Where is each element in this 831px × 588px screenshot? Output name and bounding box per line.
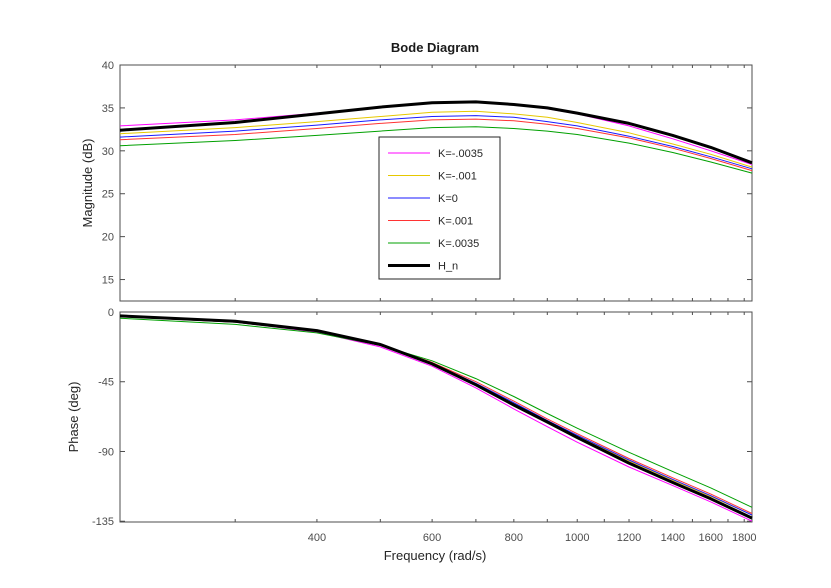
x-tick-label: 1800	[732, 532, 756, 544]
series-line-magnitude	[119, 115, 753, 170]
phase-axes-box	[119, 311, 753, 523]
y-tick-label: 25	[102, 189, 114, 201]
legend-label: H_n	[438, 261, 458, 273]
legend-label: K=-.0035	[438, 148, 483, 160]
series-line-phase	[119, 314, 753, 520]
y-tick-label: 15	[102, 275, 114, 287]
series-line-magnitude	[119, 110, 753, 168]
chart-title: Bode Diagram	[391, 40, 479, 55]
legend-box	[378, 136, 501, 280]
y-tick-label: 40	[102, 60, 114, 72]
legend-label: K=.0035	[438, 238, 479, 250]
y-tick-label: 0	[108, 307, 114, 319]
legend-label: K=-.001	[438, 171, 477, 183]
series-line-magnitude	[119, 118, 753, 172]
y-tick-label: 35	[102, 103, 114, 115]
x-tick-label: 1400	[661, 532, 685, 544]
magnitude-y-label: Magnitude (dB)	[80, 139, 95, 228]
series-line-phase	[119, 317, 753, 508]
phase-ticks: 0 -45 -90 -135 400 600 800 1000 1200 1400 1600 1800	[92, 307, 756, 544]
phase-panel: 0 -45 -90 -135 400 600 800 1000 1200 1400 1600 1800…	[66, 307, 756, 544]
y-tick-label: 20	[102, 232, 114, 244]
x-tick-label: 800	[505, 532, 523, 544]
y-tick-label: -135	[92, 516, 114, 528]
x-tick-label: 600	[423, 532, 441, 544]
y-tick-label: 30	[102, 146, 114, 158]
magnitude-lines	[119, 100, 753, 174]
phase-y-label: Phase (deg)	[66, 382, 81, 453]
x-axis-label: Frequency (rad/s)	[384, 548, 487, 563]
x-tick-label: 1600	[699, 532, 723, 544]
legend-label: K=0	[438, 193, 458, 205]
magnitude-ticks: 15 20 25 30 35 40	[102, 60, 752, 301]
phase-lines	[119, 314, 753, 522]
x-tick-label: 1200	[617, 532, 641, 544]
series-line-magnitude	[119, 126, 753, 174]
y-tick-label: -90	[98, 446, 114, 458]
x-tick-label: 1000	[565, 532, 589, 544]
y-tick-label: -45	[98, 377, 114, 389]
series-line-magnitude	[119, 100, 753, 165]
legend: K=-.0035 K=-.001 K=0 K=.001 K=.0035 H_n	[378, 136, 501, 280]
legend-label: K=.001	[438, 216, 473, 228]
x-tick-label: 400	[308, 532, 326, 544]
